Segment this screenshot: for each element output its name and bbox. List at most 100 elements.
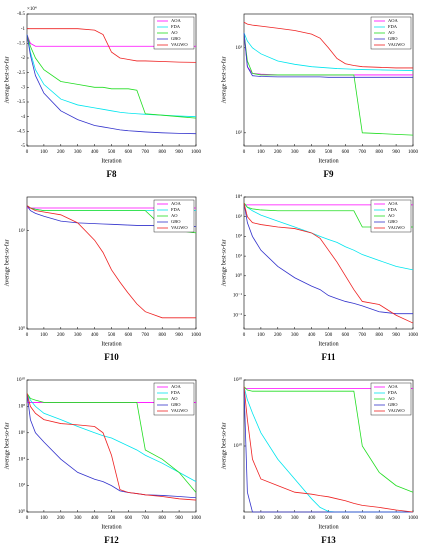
x-tick-label: 600 bbox=[342, 516, 350, 521]
y-tick-label: -1.5 bbox=[17, 41, 25, 46]
series-line bbox=[26, 34, 196, 47]
y-tick-label: 10² bbox=[19, 483, 26, 489]
series-line bbox=[243, 386, 414, 513]
legend-label: AO bbox=[388, 30, 395, 35]
legend-label: FDA bbox=[388, 390, 398, 395]
y-tick-label: -5 bbox=[21, 144, 26, 149]
legend-label: AOA bbox=[388, 18, 398, 23]
x-tick-label: 900 bbox=[392, 333, 400, 338]
y-tick-label: 10⁻² bbox=[233, 312, 243, 318]
y-tick-label: 10⁰ bbox=[235, 273, 242, 279]
y-tick-label: -3 bbox=[21, 85, 26, 90]
y-tick-label: 10⁸ bbox=[18, 404, 25, 410]
x-tick-label: 100 bbox=[257, 516, 265, 521]
x-tick-label: 200 bbox=[274, 333, 282, 338]
series-line bbox=[26, 205, 197, 227]
legend-label: GBO bbox=[388, 36, 398, 41]
y-tick-label: 10² bbox=[236, 234, 243, 240]
legend-label: GBO bbox=[171, 402, 181, 407]
y-axis-label: Average best-so-far bbox=[3, 56, 10, 103]
series-line bbox=[243, 202, 414, 324]
series-line bbox=[243, 21, 413, 69]
x-tick-label: 800 bbox=[375, 516, 383, 521]
x-tick-label: 800 bbox=[158, 516, 166, 521]
series-line bbox=[26, 393, 197, 499]
x-tick-label: 100 bbox=[257, 333, 265, 338]
chart-title: F11 bbox=[321, 352, 336, 362]
legend-label: AOA bbox=[388, 384, 398, 389]
series-line bbox=[243, 202, 413, 315]
x-tick-label: 600 bbox=[125, 333, 133, 338]
series-line bbox=[26, 393, 197, 482]
x-tick-label: 900 bbox=[392, 150, 400, 155]
x-tick-label: 0 bbox=[26, 516, 29, 521]
y-tick-label: 10⁻¹ bbox=[233, 293, 243, 299]
x-tick-label: 300 bbox=[74, 333, 82, 338]
y-tick-label: 10¹⁰ bbox=[16, 377, 25, 383]
legend-label: FDA bbox=[171, 390, 181, 395]
chart-title: F13 bbox=[321, 535, 336, 545]
chart-title: F8 bbox=[107, 169, 117, 179]
y-tick-label: 10¹⁰ bbox=[233, 443, 242, 449]
y-tick-label: 10⁴ bbox=[235, 194, 242, 200]
y-tick-label: 10¹ bbox=[236, 253, 243, 259]
x-tick-label: 100 bbox=[257, 150, 265, 155]
x-tick-label: 200 bbox=[57, 516, 65, 521]
legend-label: GBO bbox=[388, 219, 398, 224]
x-tick-label: 1000 bbox=[408, 333, 419, 338]
legend-label: AO bbox=[388, 213, 395, 218]
x-tick-label: 900 bbox=[392, 516, 400, 521]
x-tick-label: 600 bbox=[125, 150, 133, 155]
series-line bbox=[26, 392, 197, 493]
x-tick-label: 100 bbox=[40, 150, 48, 155]
y-axis-label: Average best-so-far bbox=[220, 56, 227, 103]
series-line bbox=[243, 202, 414, 271]
x-tick-label: 800 bbox=[158, 150, 166, 155]
legend-label: VAGWO bbox=[388, 225, 405, 230]
x-tick-label: 300 bbox=[291, 333, 299, 338]
x-tick-label: 900 bbox=[175, 333, 183, 338]
x-axis-label: Iteration bbox=[101, 524, 121, 530]
series-line bbox=[243, 386, 413, 513]
x-tick-label: 700 bbox=[359, 516, 367, 521]
x-tick-label: 1000 bbox=[408, 150, 419, 155]
y-tick-label: 10³ bbox=[236, 45, 243, 51]
series-line bbox=[243, 386, 414, 493]
x-tick-label: 400 bbox=[308, 150, 316, 155]
y-tick-label: -3.5 bbox=[17, 100, 25, 105]
series-line bbox=[243, 32, 414, 136]
y-tick-label: 10³ bbox=[236, 214, 243, 220]
x-tick-label: 800 bbox=[158, 333, 166, 338]
series-line bbox=[27, 28, 197, 63]
legend-label: AO bbox=[171, 213, 178, 218]
series-line bbox=[243, 32, 413, 78]
x-tick-label: 100 bbox=[40, 516, 48, 521]
chart-title: F10 bbox=[104, 352, 119, 362]
x-tick-label: 1000 bbox=[191, 333, 202, 338]
y-axis-label: Average best-so-far bbox=[3, 239, 10, 286]
x-tick-label: 200 bbox=[57, 333, 65, 338]
x-tick-label: 300 bbox=[291, 516, 299, 521]
x-tick-label: 400 bbox=[308, 333, 316, 338]
chart-title: F12 bbox=[104, 535, 119, 545]
y-tick-label: -4.5 bbox=[17, 129, 25, 134]
series-line bbox=[26, 205, 196, 319]
legend-label: FDA bbox=[171, 24, 181, 29]
x-tick-label: 700 bbox=[142, 516, 150, 521]
x-tick-label: 200 bbox=[274, 150, 282, 155]
legend-label: VAGWO bbox=[388, 408, 405, 413]
x-tick-label: 200 bbox=[57, 150, 65, 155]
series-line bbox=[243, 32, 414, 71]
y-tick-label: -2.5 bbox=[17, 71, 25, 76]
legend-label: FDA bbox=[388, 207, 398, 212]
legend-label: GBO bbox=[171, 36, 181, 41]
y-tick-label: -0.5 bbox=[17, 12, 25, 17]
x-axis-label: Iteration bbox=[101, 341, 121, 347]
legend-label: AO bbox=[171, 30, 178, 35]
x-tick-label: 600 bbox=[125, 516, 133, 521]
x-tick-label: 1000 bbox=[191, 150, 202, 155]
legend-label: AO bbox=[171, 396, 178, 401]
x-tick-label: 0 bbox=[26, 333, 29, 338]
legend-label: AOA bbox=[171, 384, 181, 389]
